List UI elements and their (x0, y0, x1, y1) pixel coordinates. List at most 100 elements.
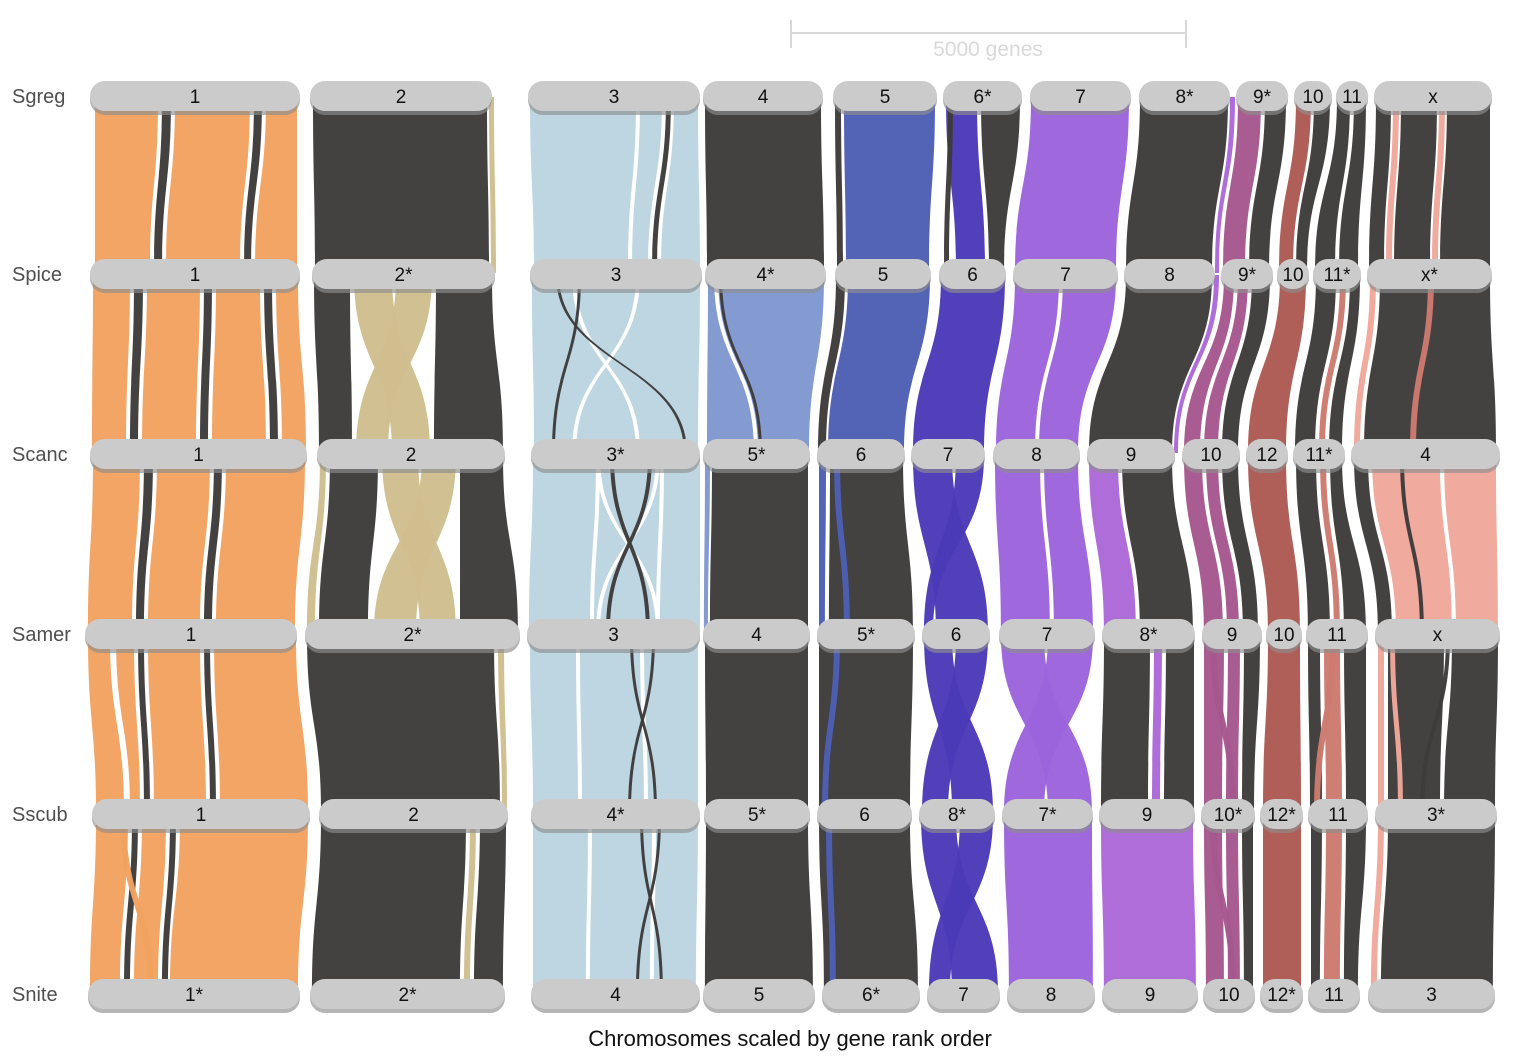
synteny-ribbon (819, 455, 826, 633)
chromosome-pill (1087, 439, 1175, 469)
synteny-ribbon (464, 815, 476, 993)
synteny-ribbon (204, 635, 216, 813)
chromosome-label: 7 (1075, 87, 1086, 108)
synteny-ribbon (532, 275, 700, 453)
chromosome-label: 6 (859, 805, 870, 826)
synteny-ribbon (1279, 97, 1311, 273)
chromosome-pill (1236, 81, 1288, 111)
chromosome-pill (943, 81, 1022, 111)
synteny-ribbon (929, 815, 993, 993)
synteny-ribbon (995, 455, 1050, 633)
synteny-ribbon (1296, 455, 1330, 633)
chromosome-pill (919, 799, 995, 829)
synteny-ribbon (1295, 275, 1336, 453)
synteny-ribbon (1089, 275, 1212, 453)
chromosome-pill (817, 619, 915, 649)
chromosome-pill (1099, 799, 1195, 829)
synteny-ribbon (1386, 97, 1399, 273)
synteny-ribbon (1315, 97, 1350, 273)
synteny-ribbon (1044, 455, 1093, 633)
synteny-ribbon (204, 455, 222, 633)
chromosome-label: 1 (196, 805, 207, 826)
synteny-ribbon (590, 815, 652, 993)
chromosome-pill (703, 979, 815, 1009)
synteny-ribbon (138, 635, 150, 813)
synteny-ribbon (212, 275, 266, 453)
chromosome-pill (703, 619, 810, 649)
chromosome-label: 2 (406, 445, 417, 466)
synteny-ribbon (1222, 455, 1258, 633)
chromosome-label: 4 (610, 985, 621, 1006)
chromosome-label: 1 (186, 625, 197, 646)
synteny-ribbon (828, 275, 930, 453)
synteny-ribbon (1344, 815, 1366, 993)
synteny-ribbon (922, 635, 988, 813)
chromosome-pill (1182, 439, 1240, 469)
chromosome-label: 7 (943, 445, 954, 466)
chromosome-pill (85, 619, 297, 649)
synteny-ribbon (307, 635, 500, 813)
synteny-ribbon (1249, 97, 1286, 273)
chromosome-pill (1260, 979, 1303, 1009)
synteny-ribbon (154, 97, 171, 273)
chromosome-label: 10 (1200, 445, 1221, 466)
synteny-ribbon (556, 275, 687, 453)
chromosome-pill (1368, 979, 1495, 1009)
synteny-ribbon (661, 97, 700, 273)
synteny-ribbon (1164, 635, 1194, 813)
chromosome-label: 9 (1142, 805, 1153, 826)
chromosome-label: 3 (1426, 985, 1437, 1006)
chromosome-pill (319, 799, 508, 829)
synteny-ribbon (312, 815, 466, 993)
synteny-ribbon (1122, 455, 1193, 633)
synteny-ribbon (434, 275, 503, 453)
synteny-ribbon (1296, 97, 1330, 273)
chromosome-pill (1201, 799, 1255, 829)
synteny-ribbon (1369, 97, 1391, 273)
chromosome-pill (531, 799, 700, 829)
synteny-ribbon (1364, 275, 1496, 453)
chromosome-pill (1013, 259, 1118, 289)
synteny-ribbon (1324, 815, 1342, 993)
synteny-ribbon (148, 635, 206, 813)
chromosome-label: 6 (967, 265, 978, 286)
synteny-ribbon (1089, 455, 1136, 633)
synteny-ribbon (1444, 455, 1498, 633)
chromosome-label: 11 (1327, 625, 1347, 646)
chromosome-pill (531, 979, 700, 1009)
chromosome-pill (528, 81, 700, 111)
synteny-ribbon (1444, 635, 1498, 813)
chromosome-pill (1336, 81, 1368, 111)
synteny-ribbon (1330, 455, 1366, 633)
synteny-ribbon (944, 97, 953, 273)
synteny-ribbon (1242, 815, 1253, 993)
synteny-ribbon (606, 455, 652, 633)
chromosome-label: 7 (1042, 625, 1053, 646)
chromosome-label: 8 (1046, 985, 1057, 1006)
synteny-ribbon (92, 275, 130, 453)
chromosome-pill (993, 439, 1080, 469)
synteny-ribbon (1004, 635, 1093, 813)
scale-bar-label: 5000 genes (933, 38, 1043, 61)
synteny-ribbon (1204, 815, 1224, 993)
synteny-ribbon (214, 635, 308, 813)
synteny-ribbon (529, 455, 596, 633)
synteny-ribbon (924, 455, 984, 633)
chromosome-pill (530, 259, 702, 289)
synteny-ribbon (710, 455, 808, 633)
synteny-ribbon (142, 275, 200, 453)
chromosome-pill (1007, 979, 1095, 1009)
synteny-ribbon (580, 635, 644, 813)
chromosome-pill (527, 619, 700, 649)
synteny-ribbon (1242, 635, 1260, 813)
chromosome-label: 6* (862, 985, 881, 1006)
chromosome-label: 7* (1039, 805, 1058, 826)
synteny-ribbon (1222, 275, 1270, 453)
chromosome-label: 5* (748, 805, 767, 826)
synteny-ribbon (1248, 455, 1300, 633)
synteny-ribbon (834, 455, 850, 633)
synteny-ribbon (1311, 815, 1322, 993)
synteny-ribbon (1101, 635, 1150, 813)
synteny-ribbon (636, 815, 661, 993)
